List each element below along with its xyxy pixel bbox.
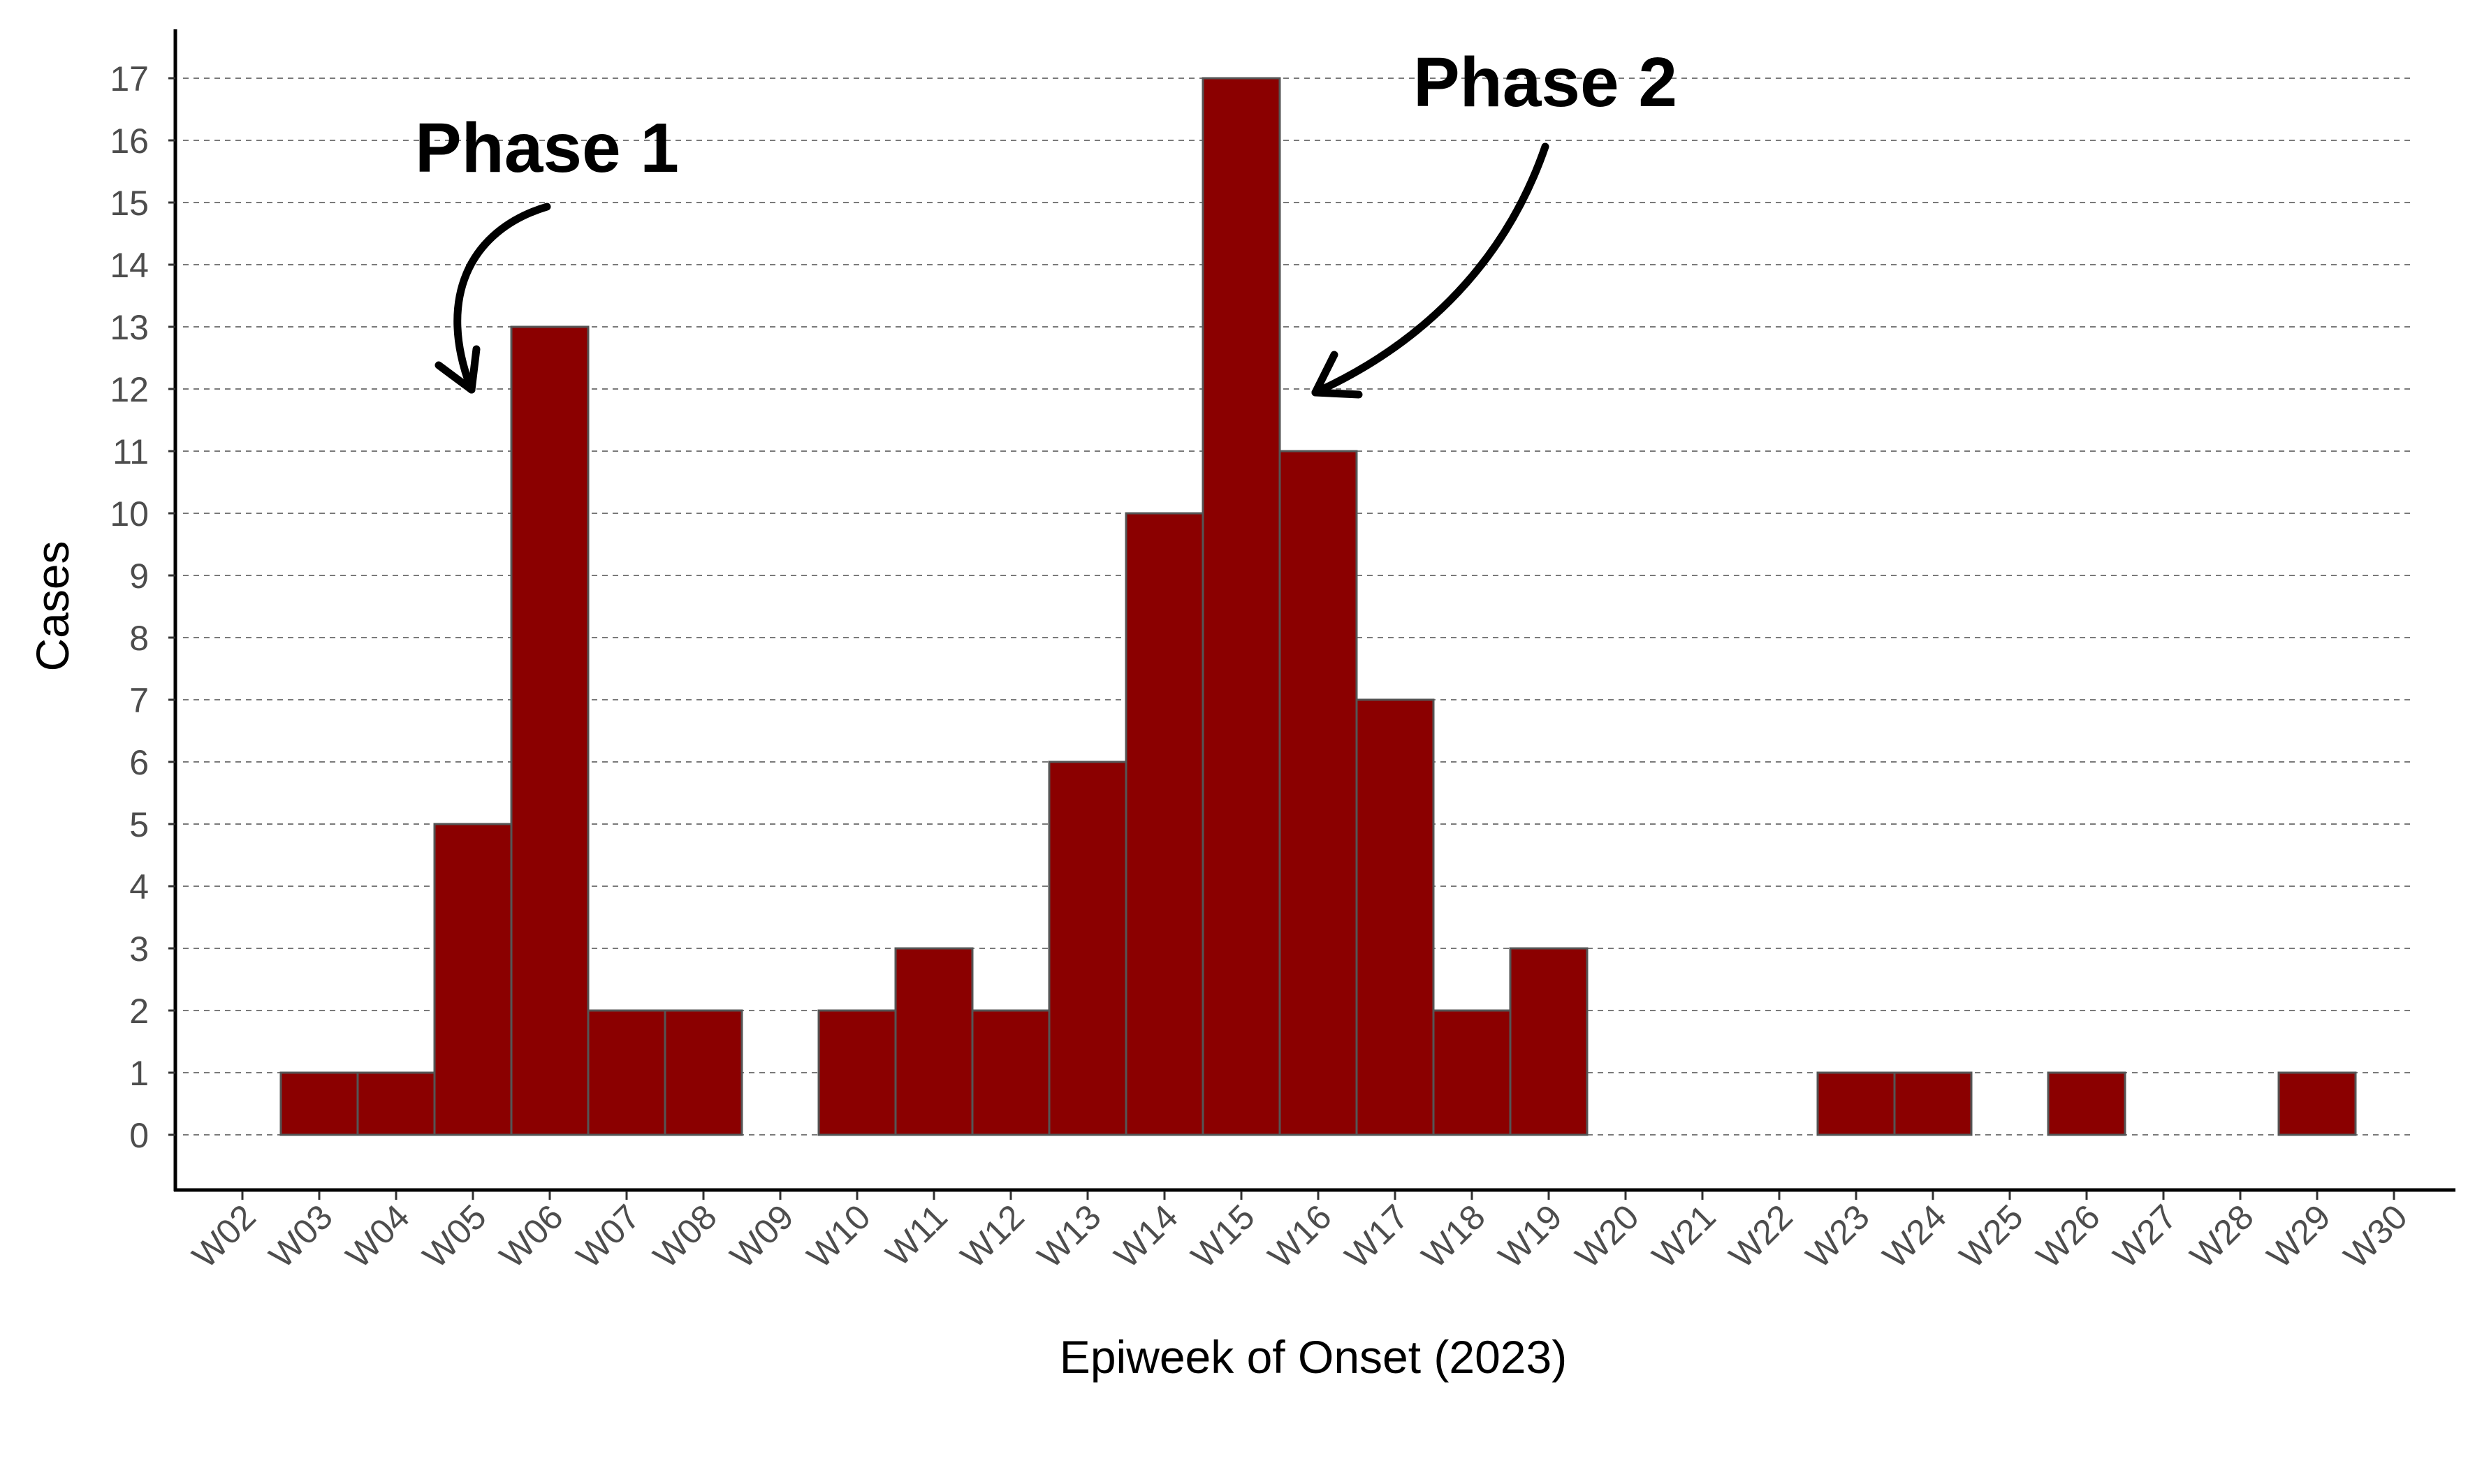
y-tick-label: 0 [129, 1116, 149, 1155]
bar [1202, 77, 1281, 1136]
bar [2277, 1071, 2357, 1136]
bar [971, 1009, 1051, 1136]
axes [173, 29, 2455, 1192]
y-tick-label: 2 [129, 992, 149, 1031]
annotation-phase-2: Phase 2 [1311, 43, 1677, 399]
bar [1432, 1009, 1512, 1136]
x-tick-label: W19 [1491, 1197, 1569, 1275]
bar [1355, 698, 1435, 1136]
bar [1893, 1071, 1973, 1136]
y-tick-label: 1 [129, 1054, 149, 1093]
x-tick-label: W18 [1414, 1197, 1492, 1275]
x-tick-label: W14 [1107, 1197, 1185, 1275]
annotation-phase-2-arrow [1311, 142, 1549, 397]
bar [1509, 947, 1589, 1136]
bar [510, 325, 590, 1136]
bar [1278, 450, 1358, 1136]
x-tick-label: W02 [184, 1197, 263, 1275]
annotation-phase-1-label: Phase 1 [415, 109, 679, 187]
x-tick-label: W15 [1183, 1197, 1262, 1275]
y-tick-label: 10 [110, 494, 149, 534]
bar [1048, 761, 1127, 1136]
x-tick-label: W11 [878, 1197, 955, 1274]
y-tick-label: 8 [129, 619, 149, 658]
annotation-phase-1-arrowhead [435, 345, 481, 394]
x-tick-label: W04 [338, 1197, 416, 1275]
y-tick-label: 14 [110, 246, 149, 285]
bars [279, 77, 2357, 1136]
x-tick-label: W07 [569, 1197, 647, 1275]
annotation-phase-1: Phase 1 [415, 109, 679, 394]
x-tick-label: W12 [953, 1197, 1031, 1275]
y-tick-label: 9 [129, 557, 149, 596]
y-tick-label: 6 [129, 743, 149, 782]
x-tick-label: W13 [1030, 1197, 1108, 1275]
x-tick-label: W10 [799, 1197, 877, 1275]
x-tick-label: W09 [722, 1197, 801, 1275]
annotation-phase-2-label: Phase 2 [1413, 43, 1677, 122]
x-tick-label: W27 [2105, 1197, 2184, 1275]
x-tick-label: W26 [2029, 1197, 2107, 1275]
x-tick-label: W20 [1568, 1197, 1646, 1275]
x-tick-label: W21 [1644, 1197, 1723, 1275]
x-tick-label: W08 [645, 1197, 724, 1275]
x-tick-label: W16 [1260, 1197, 1338, 1275]
y-tick-label: 16 [110, 122, 149, 161]
bar [433, 823, 513, 1136]
bar [1816, 1071, 1896, 1136]
x-tick-label: W28 [2182, 1197, 2261, 1275]
x-tick-label: W25 [1952, 1197, 2030, 1275]
bar [2047, 1071, 2126, 1136]
x-tick-label: W24 [1875, 1197, 1953, 1275]
y-tick-label: 3 [129, 930, 149, 969]
x-tick-label: W03 [261, 1197, 340, 1275]
y-tick-label: 17 [110, 59, 149, 98]
bar [1125, 512, 1204, 1136]
x-tick-label: W23 [1798, 1197, 1876, 1275]
y-tick-label: 12 [110, 370, 149, 409]
bar [279, 1071, 359, 1136]
x-tick-label: W06 [492, 1197, 570, 1275]
y-tick-label: 5 [129, 805, 149, 844]
bar [587, 1009, 666, 1136]
x-axis-title: Epiweek of Onset (2023) [1060, 1331, 1567, 1383]
x-tick-label: W30 [2336, 1197, 2414, 1275]
bar [664, 1009, 743, 1136]
x-tick-label: W05 [415, 1197, 493, 1275]
x-tick-label: W29 [2259, 1197, 2337, 1275]
y-tick-label: 7 [129, 681, 149, 720]
annotation-phase-2-arrowhead [1311, 351, 1363, 399]
y-tick-label: 13 [110, 308, 149, 347]
y-tick-label: 11 [112, 432, 149, 471]
x-tick-label: W17 [1337, 1197, 1415, 1275]
y-tick-label: 4 [129, 867, 149, 906]
bar [894, 947, 974, 1136]
annotation-phase-1-arrow [453, 203, 551, 394]
y-tick-label: 15 [110, 184, 149, 223]
y-axis-title: Cases [27, 541, 78, 671]
x-tick-label: W22 [1721, 1197, 1799, 1275]
bar [817, 1009, 897, 1136]
bar [356, 1071, 436, 1136]
